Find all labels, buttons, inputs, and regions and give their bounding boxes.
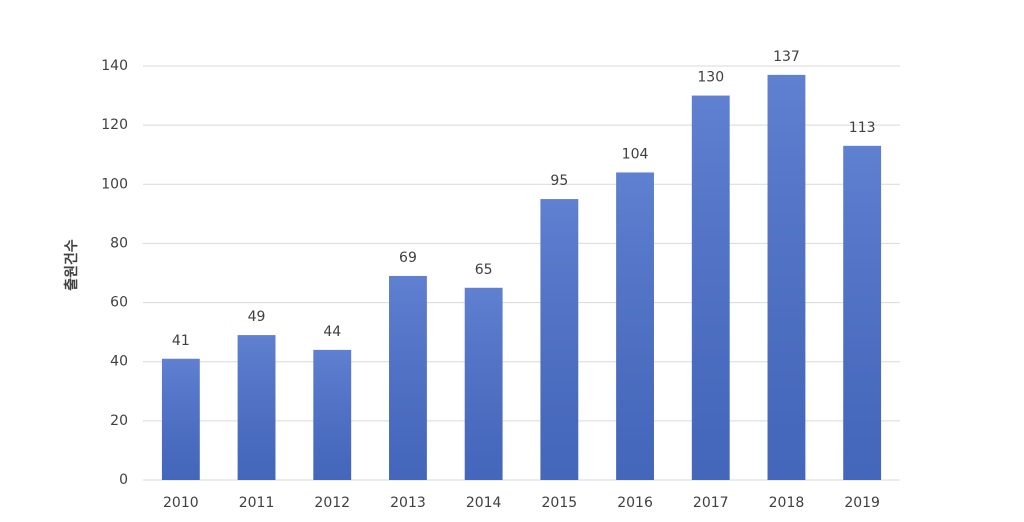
bar — [313, 349, 352, 480]
data-label: 69 — [399, 250, 417, 266]
bar — [767, 74, 806, 480]
bar — [616, 172, 654, 480]
y-tick-label: 0 — [119, 472, 128, 488]
x-tick-label: 2013 — [390, 495, 426, 511]
x-tick-label: 2019 — [844, 495, 880, 511]
data-label: 130 — [697, 70, 724, 86]
bar — [161, 358, 200, 480]
bar — [691, 95, 730, 481]
y-tick-label: 120 — [101, 117, 128, 133]
x-tick-label: 2014 — [466, 495, 502, 511]
bar — [464, 287, 503, 480]
data-label: 95 — [550, 173, 568, 189]
bar — [843, 145, 882, 481]
data-label: 113 — [849, 120, 876, 136]
data-label: 65 — [475, 262, 493, 278]
data-label: 41 — [172, 333, 190, 349]
data-label: 137 — [773, 49, 800, 65]
y-tick-label: 60 — [110, 295, 128, 311]
y-tick-label: 140 — [101, 58, 128, 74]
bar — [540, 199, 579, 481]
bar — [237, 335, 276, 480]
x-tick-label: 2018 — [769, 495, 805, 511]
data-label: 49 — [248, 309, 266, 325]
x-tick-label: 2016 — [617, 495, 653, 511]
y-tick-label: 80 — [110, 235, 128, 251]
y-axis-label: 출원건수 — [63, 239, 80, 291]
x-tick-label: 2010 — [163, 495, 199, 511]
data-label: 44 — [323, 324, 341, 340]
data-label: 104 — [622, 146, 649, 162]
bar — [389, 275, 427, 480]
x-tick-label: 2017 — [693, 495, 729, 511]
x-tick-label: 2015 — [542, 495, 578, 511]
x-tick-label: 2012 — [314, 495, 350, 511]
y-tick-label: 100 — [101, 176, 128, 192]
x-tick-label: 2011 — [239, 495, 275, 511]
y-tick-label: 40 — [110, 354, 128, 370]
y-tick-label: 20 — [110, 413, 128, 429]
